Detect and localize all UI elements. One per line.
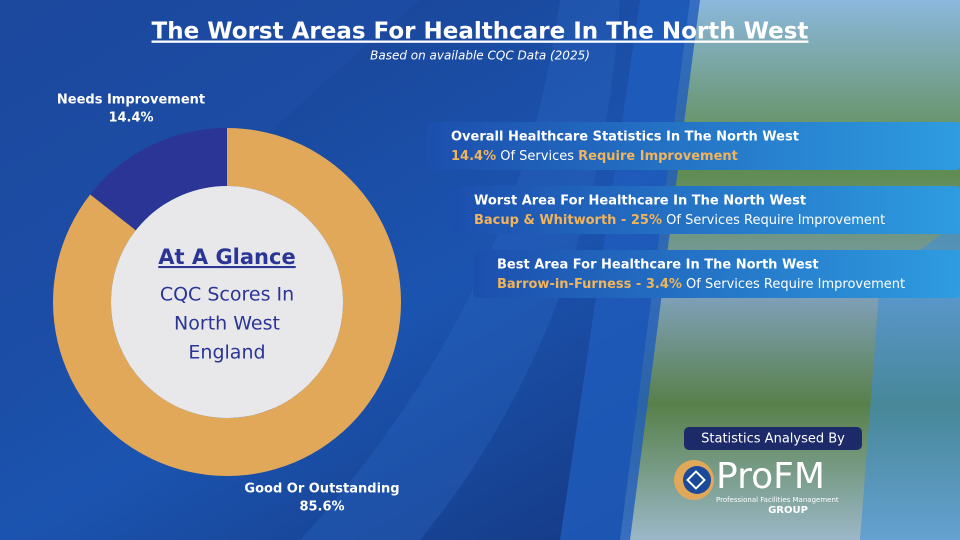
background-swoosh [0, 0, 420, 420]
stat-panel [427, 122, 960, 170]
subtitle: Based on available CQC Data (2025) [370, 49, 590, 63]
panel-text: Require Improvement [578, 149, 738, 164]
panel-heading: Overall Healthcare Statistics In The Nor… [451, 130, 799, 145]
panel-text: Of Services Require Improvement [682, 277, 905, 292]
panel-heading: Worst Area For Healthcare In The North W… [474, 194, 806, 209]
center-line: North West [174, 313, 280, 335]
legend-label: Needs Improvement [57, 93, 205, 108]
donut-chart [52, 128, 402, 476]
logo-brand: ProFM [716, 456, 825, 497]
legend-label: Good Or Outstanding [244, 482, 399, 497]
donut-segment [90, 128, 227, 231]
panel-text: Of Services [496, 149, 578, 164]
logo-mark [686, 470, 706, 490]
panel-text: 14.4% [451, 149, 496, 164]
panel-text: Barrow-in-Furness - 3.4% [497, 277, 682, 292]
photo-stripe [860, 220, 960, 540]
logo-group: GROUP [768, 505, 808, 516]
donut-segment [52, 128, 402, 476]
panel-line: Bacup & Whitworth - 25% Of Services Requ… [474, 213, 885, 228]
donut-center [111, 186, 343, 418]
stat-panel [450, 186, 960, 234]
credit-label: Statistics Analysed By [701, 432, 845, 447]
credit-badge [684, 427, 862, 450]
panel-text: Bacup & Whitworth - 25% [474, 213, 662, 228]
logo-ring [683, 466, 711, 494]
stat-panel [473, 250, 960, 298]
center-title: At A Glance [158, 245, 295, 269]
value-label: 14.4% [108, 111, 153, 126]
panel-line: 14.4% Of Services Require Improvement [451, 149, 738, 164]
logo-tagline: Professional Facilities Management [716, 496, 839, 504]
panel-text: Of Services Require Improvement [662, 213, 885, 228]
panel-heading: Best Area For Healthcare In The North We… [497, 258, 819, 273]
center-line: CQC Scores In [160, 284, 294, 306]
stat-panels: Overall Healthcare Statistics In The Nor… [427, 122, 960, 298]
center-line: England [188, 342, 265, 364]
panel-line: Barrow-in-Furness - 3.4% Of Services Req… [497, 277, 905, 292]
title: The Worst Areas For Healthcare In The No… [152, 19, 809, 45]
value-label: 85.6% [299, 500, 344, 515]
